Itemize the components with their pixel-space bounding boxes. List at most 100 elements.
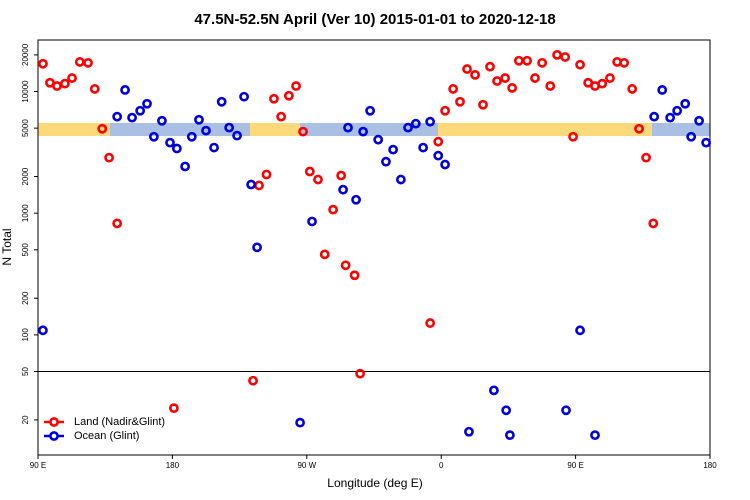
chart-title: 47.5N-52.5N April (Ver 10) 2015-01-01 to… [194, 11, 555, 28]
point [388, 144, 399, 155]
plot-frame [37, 39, 711, 456]
point [672, 105, 683, 116]
y-tick-label: 20 [21, 415, 30, 424]
point [291, 81, 301, 91]
point [112, 218, 123, 229]
point [349, 270, 360, 281]
y-tick-label: 20000 [21, 43, 30, 66]
point [568, 131, 578, 142]
y-tick-label: 50 [21, 367, 30, 376]
point [665, 112, 676, 123]
point [307, 216, 317, 227]
y-tick-label: 1000 [21, 204, 30, 222]
point [597, 78, 608, 89]
point [440, 159, 450, 170]
point [186, 131, 197, 142]
point [269, 93, 279, 104]
point [355, 368, 366, 379]
point [246, 179, 256, 190]
point [381, 156, 391, 167]
point [67, 73, 77, 83]
point [464, 426, 474, 437]
point [680, 98, 691, 109]
point [575, 59, 585, 70]
point [478, 99, 488, 110]
point [224, 122, 235, 133]
point [560, 52, 571, 62]
point [83, 57, 93, 68]
point [194, 114, 204, 125]
point [522, 55, 532, 66]
point [462, 64, 472, 74]
point [232, 130, 242, 141]
point [157, 115, 167, 126]
point [489, 385, 499, 396]
x-tick-label: 90 W [297, 461, 316, 470]
point [365, 105, 376, 116]
point [304, 166, 315, 177]
point [351, 194, 361, 205]
point [545, 81, 556, 91]
point [148, 131, 159, 142]
y-tick-label: 100 [21, 328, 30, 342]
y-tick-label: 2000 [21, 167, 30, 185]
point [180, 161, 190, 172]
point [142, 98, 152, 109]
point [38, 58, 48, 69]
point [605, 73, 615, 83]
point [641, 152, 651, 163]
point [168, 403, 179, 414]
point [52, 81, 62, 91]
point [590, 430, 600, 441]
point [104, 152, 114, 163]
point [127, 112, 137, 123]
point [440, 105, 450, 116]
point [455, 96, 465, 107]
point [295, 417, 305, 428]
x-axis-label: Longitude (deg E) [327, 476, 422, 490]
point [425, 116, 436, 127]
point [403, 122, 413, 133]
dense-band [38, 123, 710, 136]
y-tick-label: 5000 [21, 119, 30, 137]
point [634, 123, 644, 134]
point [492, 76, 502, 86]
point [470, 69, 480, 80]
point [239, 91, 249, 102]
legend-marker [49, 431, 59, 441]
y-axis-label: N Total [0, 228, 14, 265]
point [619, 57, 630, 68]
point [561, 405, 571, 416]
point [433, 136, 444, 147]
point [701, 137, 712, 148]
point [252, 242, 262, 253]
point [627, 84, 638, 94]
point [425, 318, 436, 328]
point [120, 85, 130, 95]
point [328, 204, 338, 215]
point [319, 249, 330, 260]
point [112, 111, 123, 122]
point [336, 170, 347, 181]
point [448, 84, 459, 94]
point [648, 218, 659, 229]
x-tick-label: 90 E [567, 461, 583, 470]
point [261, 169, 272, 180]
point [248, 375, 258, 386]
point [171, 143, 182, 154]
x-tick-label: 180 [703, 461, 717, 470]
point [216, 96, 227, 107]
point [358, 126, 368, 137]
point [38, 325, 48, 336]
x-tick-label: 0 [439, 461, 444, 470]
y-tick-label: 10000 [21, 80, 30, 103]
point [89, 84, 100, 94]
band-ocean [300, 123, 438, 136]
point [410, 118, 421, 129]
x-tick-label: 180 [166, 461, 180, 470]
legend-label: Land (Nadir&Glint) [74, 416, 165, 428]
y-tick-label: 200 [21, 291, 30, 305]
point [276, 111, 287, 122]
